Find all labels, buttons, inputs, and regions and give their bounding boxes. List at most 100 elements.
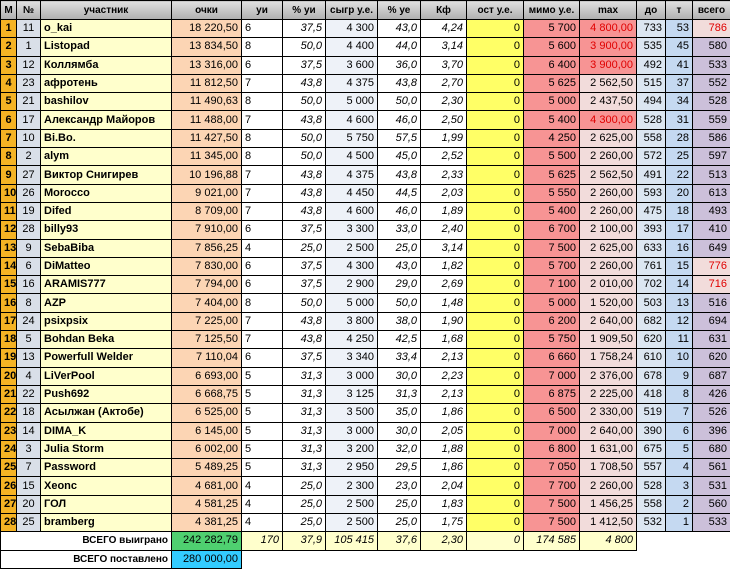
table-cell: 37,5 xyxy=(282,55,326,75)
table-cell: 25 xyxy=(16,513,41,533)
table-cell: 5 xyxy=(241,421,283,441)
table-cell: 13 xyxy=(665,293,693,313)
table-cell: 4 xyxy=(241,513,283,533)
table-cell: 2 300 xyxy=(325,476,378,496)
table-cell: o_kai xyxy=(40,18,172,39)
table-cell: 7 910,00 xyxy=(171,220,242,240)
table-cell: 7 xyxy=(241,183,283,203)
table-cell: 15 xyxy=(0,275,17,295)
table-cell: 552 xyxy=(692,73,730,94)
table-cell: 2 625,00 xyxy=(579,128,637,149)
table-row: 18 5 Bohdan Beka 7 125,50 7 43,8 4 250 42,5 1,68… xyxy=(0,330,730,350)
table-cell: 3 900,00 xyxy=(579,37,637,57)
table-cell: 491 xyxy=(636,165,666,185)
table-cell: 11 490,63 xyxy=(171,92,242,112)
table-cell: 13 834,50 xyxy=(171,37,242,57)
table-row: 26 15 Xeonc 4 681,00 4 25,0 2 300 23,0 2,04 0 7 70… xyxy=(0,476,730,496)
table-cell: 6 xyxy=(241,18,283,39)
table-cell: 513 xyxy=(692,165,730,185)
table-cell: 0 xyxy=(466,128,524,149)
table-cell: 31 xyxy=(665,110,693,130)
table-cell: 31,3 xyxy=(377,384,421,405)
table-cell: 2,13 xyxy=(420,384,467,405)
column-header: мимо у.е. xyxy=(523,0,580,20)
table-cell: 2 562,50 xyxy=(579,165,637,185)
table-cell: 17 xyxy=(0,311,17,332)
table-cell: 7 000 xyxy=(523,421,580,441)
table-cell: 5 400 xyxy=(523,110,580,130)
table-cell: 26 xyxy=(16,183,41,203)
table-body: 1 11 o_kai 18 220,50 6 37,5 4 300 43,0 4,24 0 5 70… xyxy=(0,18,730,569)
table-cell: 43,0 xyxy=(377,256,421,277)
table-cell: 13 xyxy=(16,348,41,368)
table-cell: 2,70 xyxy=(420,73,467,94)
table-cell: 631 xyxy=(692,330,730,350)
table-cell: 7 xyxy=(241,330,283,350)
table-row: 20 4 LiVerPool 6 693,00 5 31,3 3 000 30,0 2,23 0 7… xyxy=(0,366,730,386)
table-cell: 6 875 xyxy=(523,384,580,405)
table-cell: 1 708,50 xyxy=(579,458,637,478)
table-cell: 494 xyxy=(636,92,666,112)
table-cell: 17 xyxy=(665,220,693,240)
table-cell: 7 xyxy=(241,110,283,130)
table-cell: 3 600 xyxy=(325,55,378,75)
table-cell: 7 404,00 xyxy=(171,293,242,313)
table-cell: LiVerPool xyxy=(40,366,172,386)
table-cell: 7 856,25 xyxy=(171,238,242,258)
table-cell: 533 xyxy=(692,55,730,75)
staked-row: ВСЕГО поставлено 280 000,00 xyxy=(0,549,730,569)
table-cell: 28 xyxy=(0,513,17,533)
table-cell: 0 xyxy=(466,165,524,185)
table-cell: 36,0 xyxy=(377,55,421,75)
table-cell: 682 xyxy=(636,311,666,332)
table-cell: 38,0 xyxy=(377,311,421,332)
table-cell: 7 830,00 xyxy=(171,256,242,277)
table-cell: 4 375 xyxy=(325,73,378,94)
table-cell: 580 xyxy=(692,37,730,57)
table-cell: 572 xyxy=(636,147,666,167)
table-cell: 16 xyxy=(0,293,17,313)
table-cell: 5 400 xyxy=(523,201,580,222)
table-cell: 5 750 xyxy=(523,330,580,350)
table-cell: 43,8 xyxy=(377,73,421,94)
table-cell: 2,13 xyxy=(420,348,467,368)
table-cell: 2 225,00 xyxy=(579,384,637,405)
table-cell: 2 900 xyxy=(325,275,378,295)
table-cell: 5 xyxy=(16,330,41,350)
table-cell: 24 xyxy=(16,311,41,332)
table-cell: 10 xyxy=(16,128,41,149)
table-cell: 5 500 xyxy=(523,147,580,167)
table-cell: 0 xyxy=(466,513,524,533)
table-cell: DIMA_K xyxy=(40,421,172,441)
table-cell: 22 xyxy=(665,165,693,185)
table-cell: 2,04 xyxy=(420,476,467,496)
table-cell: 0 xyxy=(466,348,524,368)
table-cell: Коллямба xyxy=(40,55,172,75)
table-cell: 7 225,00 xyxy=(171,311,242,332)
totals-label: ВСЕГО выиграно xyxy=(0,531,172,551)
table-cell: 1 520,00 xyxy=(579,293,637,313)
totals-cell: 174 585 xyxy=(523,531,580,551)
table-cell: 50,0 xyxy=(377,293,421,313)
table-cell: 528 xyxy=(636,476,666,496)
table-cell: 2,23 xyxy=(420,366,467,386)
table-cell: 475 xyxy=(636,201,666,222)
table-cell: 0 xyxy=(466,494,524,515)
table-cell: 30,0 xyxy=(377,366,421,386)
table-cell: 2 010,00 xyxy=(579,275,637,295)
column-header: ост у.е. xyxy=(466,0,524,20)
table-cell: 16 xyxy=(665,238,693,258)
table-cell: 4 381,25 xyxy=(171,513,242,533)
table-cell: billy93 xyxy=(40,220,172,240)
table-cell: 0 xyxy=(466,458,524,478)
table-cell: 515 xyxy=(636,73,666,94)
table-cell: 17 xyxy=(16,110,41,130)
column-header: % уи xyxy=(282,0,326,20)
table-cell: 390 xyxy=(636,421,666,441)
table-cell: 15 xyxy=(665,256,693,277)
table-cell: 5 625 xyxy=(523,165,580,185)
table-cell: 7 500 xyxy=(523,513,580,533)
table-cell: 702 xyxy=(636,275,666,295)
table-cell: 9 xyxy=(16,238,41,258)
table-cell: 25 xyxy=(0,458,17,478)
